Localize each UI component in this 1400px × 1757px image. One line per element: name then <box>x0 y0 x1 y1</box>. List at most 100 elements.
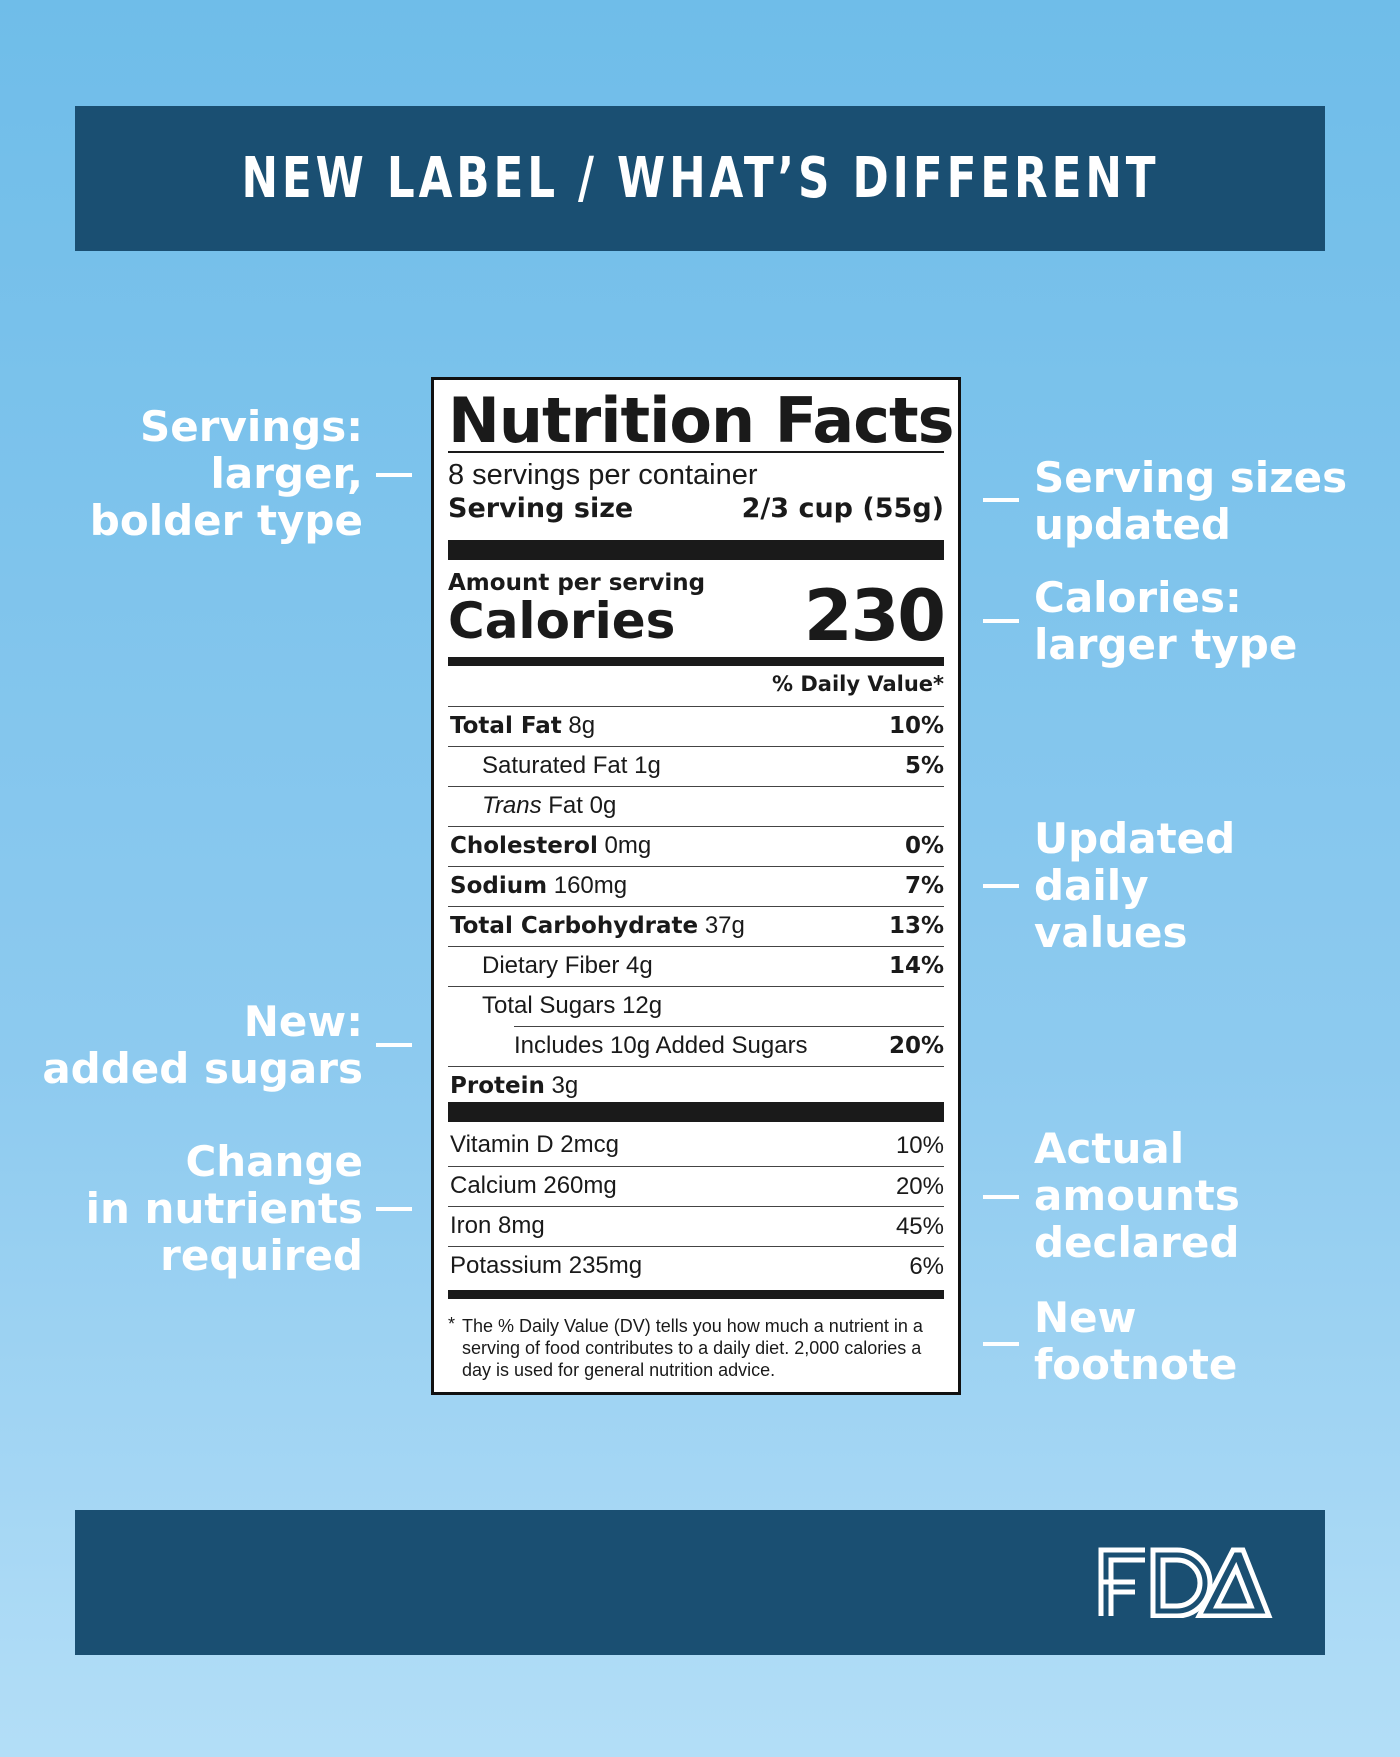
callout-dash <box>983 619 1019 623</box>
thick-divider <box>448 1102 944 1122</box>
nutrient-amount: 37g <box>704 912 745 939</box>
callout-servings-type: Servings: larger, bolder type <box>23 403 363 544</box>
callout-line: in nutrients <box>85 1184 363 1233</box>
vitamin-pct: 45% <box>895 1213 944 1240</box>
callout-line: footnote <box>1034 1340 1238 1389</box>
callout-line: declared <box>1034 1218 1240 1267</box>
vitamin-row-vitamin-d: Vitamin D 2mcg 10% <box>448 1126 944 1166</box>
callout-serving-sizes: Serving sizes updated <box>1034 454 1374 548</box>
servings-per-container: 8 servings per container <box>448 459 758 491</box>
vitamin-name: Potassium <box>450 1252 563 1279</box>
vitamin-pct: 10% <box>895 1132 944 1159</box>
thick-divider <box>448 540 944 560</box>
callout-nutrients-required: Change in nutrients required <box>23 1138 363 1279</box>
vitamin-name: Vitamin D <box>450 1131 554 1158</box>
nutrient-row-added-sugars: Includes 10g Added Sugars 20% <box>514 1026 944 1066</box>
vitamin-row-potassium: Potassium 235mg 6% <box>448 1246 944 1286</box>
callout-line: Change <box>185 1137 363 1186</box>
nutrient-amount: 4g <box>626 952 653 979</box>
serving-size-value: 2/3 cup (55g) <box>741 493 944 524</box>
callout-line: values <box>1034 908 1188 957</box>
page-title: NEW LABEL / WHAT’S DIFFERENT <box>240 146 1160 211</box>
calories-value: 230 <box>803 575 946 657</box>
callout-dash <box>983 1342 1019 1346</box>
callout-line: daily <box>1034 861 1149 910</box>
callout-dash <box>376 1207 412 1211</box>
nutrient-amount: 1g <box>634 752 661 779</box>
nutrient-row-total-fat: Total Fat 8g 10% <box>448 706 944 746</box>
callout-dash <box>376 473 412 477</box>
nutrient-amount: 0g <box>589 792 617 819</box>
nutrient-row-total-carbohydrate: Total Carbohydrate 37g 13% <box>448 906 944 946</box>
nutrition-facts-label: Nutrition Facts 8 servings per container… <box>431 377 961 1395</box>
amount-per-serving: Amount per serving <box>448 570 706 596</box>
label-footnote: * The % Daily Value (DV) tells you how m… <box>448 1314 944 1381</box>
callout-line: Serving sizes <box>1034 453 1348 502</box>
nutrient-name: Cholesterol <box>450 833 598 859</box>
callout-footnote: New footnote <box>1034 1294 1374 1388</box>
nutrient-amount: 12g <box>622 992 663 1019</box>
nutrient-amount: 0mg <box>604 832 652 859</box>
callout-dash <box>983 1195 1019 1199</box>
nutrient-name: Includes 10g Added Sugars <box>514 1032 808 1059</box>
nutrient-name: Protein <box>450 1073 545 1099</box>
nutrient-row-total-sugars: Total Sugars 12g <box>448 986 944 1026</box>
vitamin-amount: 260mg <box>543 1172 617 1199</box>
nutrient-pct: 5% <box>904 753 944 779</box>
vitamin-pct: 6% <box>909 1253 944 1280</box>
callout-line: larger type <box>1034 620 1298 669</box>
nutrient-row-dietary-fiber: Dietary Fiber 4g 14% <box>448 946 944 986</box>
nutrient-pct: 7% <box>904 873 944 899</box>
vitamin-pct: 20% <box>895 1173 944 1200</box>
vitamin-amount: 2mcg <box>560 1131 619 1158</box>
callout-line: updated <box>1034 500 1231 549</box>
nutrient-amount: 160mg <box>553 872 628 899</box>
vitamin-name: Iron <box>450 1212 492 1239</box>
callout-dash <box>983 884 1019 888</box>
nutrient-name-italic: Trans <box>482 792 542 819</box>
callout-line: New <box>1034 1293 1137 1342</box>
callout-line: amounts <box>1034 1171 1240 1220</box>
callout-line: New: <box>243 997 363 1046</box>
vitamin-row-calcium: Calcium 260mg 20% <box>448 1166 944 1206</box>
callout-line: Updated <box>1034 814 1236 863</box>
nutrient-name: Fat <box>548 792 583 819</box>
nutrient-row-cholesterol: Cholesterol 0mg 0% <box>448 826 944 866</box>
nutrient-name: Dietary Fiber <box>482 952 620 979</box>
serving-size-label: Serving size <box>448 493 634 524</box>
vitamin-amount: 235mg <box>568 1252 643 1279</box>
nutrient-name: Total Sugars <box>482 992 616 1019</box>
nutrient-pct: 13% <box>888 913 944 939</box>
serving-size: Serving size 2/3 cup (55g) <box>448 493 944 524</box>
nutrient-row-protein: Protein 3g <box>448 1066 944 1106</box>
callout-line: bolder type <box>89 496 363 545</box>
header-banner: NEW LABEL / WHAT’S DIFFERENT <box>75 106 1325 251</box>
nutrient-row-trans-fat: Trans Fat 0g <box>448 786 944 826</box>
callout-line: Actual <box>1034 1124 1185 1173</box>
label-title: Nutrition Facts <box>448 384 955 457</box>
nutrient-amount: 3g <box>551 1072 579 1099</box>
nutrient-name: Total Carbohydrate <box>450 913 699 939</box>
nutrient-pct: 20% <box>888 1033 944 1059</box>
callout-daily-values: Updated daily values <box>1034 815 1374 956</box>
footer-banner <box>75 1510 1325 1655</box>
vitamin-amount: 8mg <box>498 1212 545 1239</box>
nutrient-name: Total Fat <box>450 713 562 739</box>
footnote-star: * <box>448 1314 456 1334</box>
callout-calories-type: Calories: larger type <box>1034 574 1374 668</box>
divider <box>448 451 944 453</box>
nutrient-amount: 8g <box>568 712 596 739</box>
vitamin-row-iron: Iron 8mg 45% <box>448 1206 944 1246</box>
callout-line: added sugars <box>42 1044 363 1093</box>
footnote-text: The % Daily Value (DV) tells you how muc… <box>462 1316 923 1380</box>
vitamin-name: Calcium <box>450 1172 537 1199</box>
calories-label: Calories <box>448 592 676 650</box>
nutrient-pct: 14% <box>888 953 944 979</box>
nutrient-name: Saturated Fat <box>482 752 628 779</box>
callout-added-sugars: New: added sugars <box>23 998 363 1092</box>
callout-actual-amounts: Actual amounts declared <box>1034 1125 1374 1266</box>
callout-dash <box>983 498 1019 502</box>
callout-line: required <box>160 1231 363 1280</box>
nutrient-pct: 10% <box>888 713 944 739</box>
callout-dash <box>376 1043 412 1047</box>
